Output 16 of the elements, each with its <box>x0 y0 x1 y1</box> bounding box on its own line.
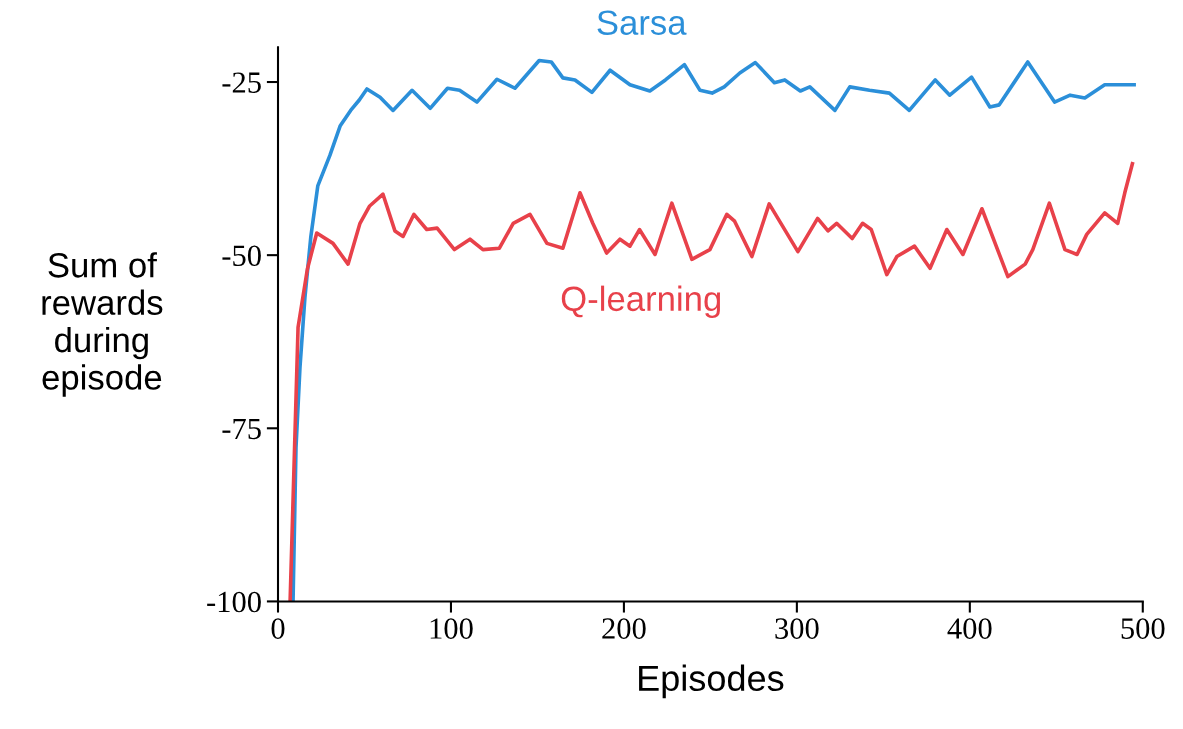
y-tick-label: -25 <box>222 72 261 93</box>
x-axis-title: Episodes <box>639 664 784 699</box>
x-tick-label: 0 <box>271 618 285 639</box>
series-label: Q-learning <box>561 285 721 318</box>
y-tick-label: -100 <box>207 591 261 613</box>
line-series <box>288 161 1135 602</box>
y-tick-label: -50 <box>222 245 261 267</box>
y-axis-title: Sum of rewards during episode <box>42 252 163 397</box>
line-series <box>291 58 1136 602</box>
x-tick-label: 400 <box>947 618 992 639</box>
series-label: Sarsa <box>597 10 687 35</box>
x-tick-label: 100 <box>430 618 473 639</box>
x-tick-label: 300 <box>775 618 819 639</box>
x-tick-label: 500 <box>1121 618 1165 639</box>
x-tick-label: 200 <box>602 618 646 639</box>
y-tick-label: -75 <box>222 418 261 440</box>
